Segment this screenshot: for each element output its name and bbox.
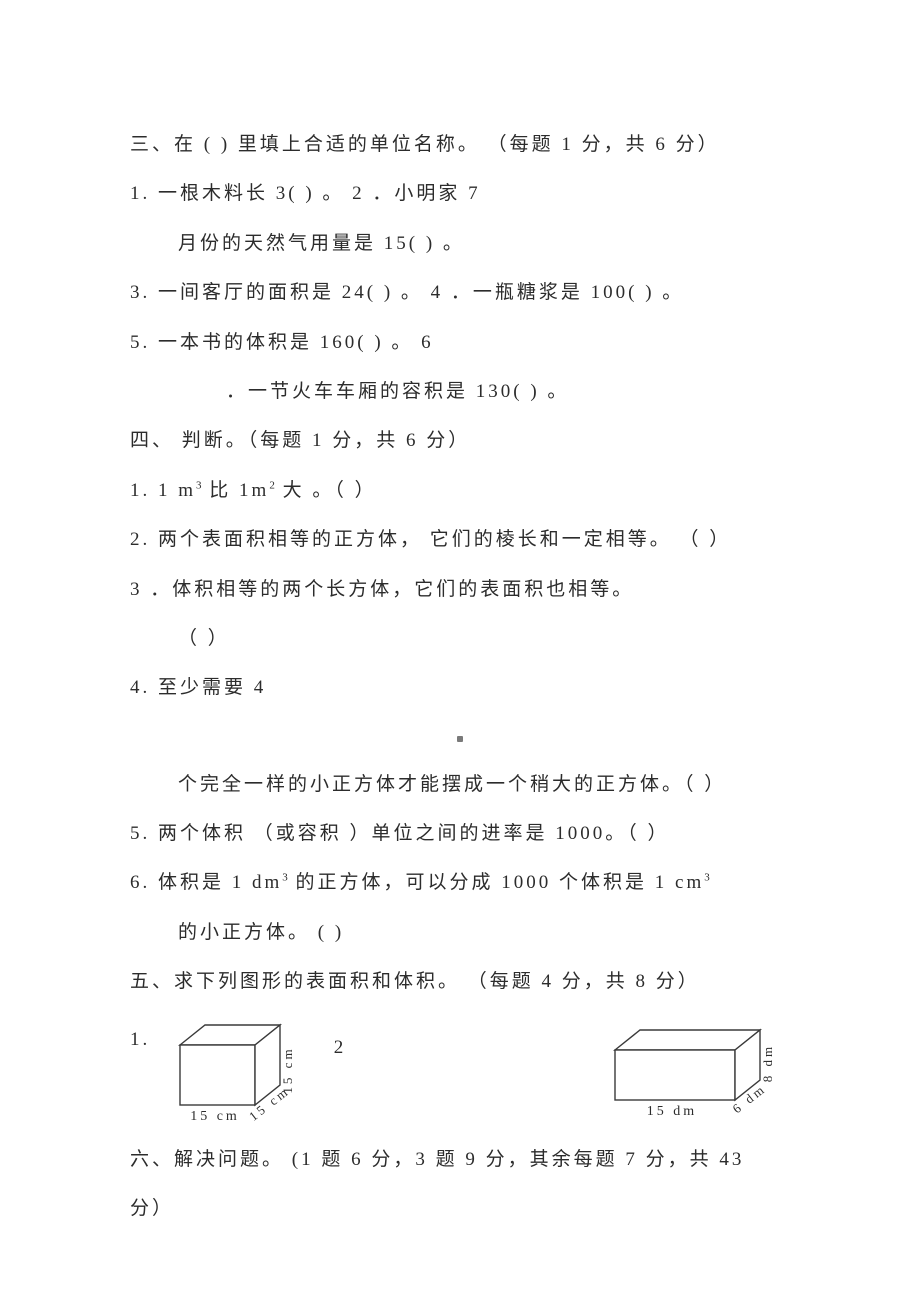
- s4-q1-mid: 比 1m: [202, 480, 270, 501]
- s3-q5-line2: ．一节火车车厢的容积是 130( ) 。: [130, 367, 790, 416]
- section-5-heading: 五、求下列图形的表面积和体积。 （每题 4 分，共 8 分）: [130, 957, 790, 1006]
- s3-q1-line2: 月份的天然气用量是 15( ) 。: [130, 219, 790, 268]
- s4-q4a: 4. 至少需要 4: [130, 663, 790, 712]
- s3-q5-line1: 5. 一本书的体积是 160( ) 。 6: [130, 318, 790, 367]
- s4-q4b: 个完全一样的小正方体才能摆成一个稍大的正方体。（ ）: [130, 760, 790, 809]
- s4-q1-post: 大 。（ ）: [275, 480, 377, 501]
- section-4-heading: 四、 判断。（每题 1 分，共 6 分）: [130, 416, 790, 465]
- section-6-heading-a: 六、解决问题。 (1 题 6 分，3 题 9 分，其余每题 7 分，共 43: [130, 1135, 790, 1184]
- s3-q3: 3. 一间客厅的面积是 24( ) 。 4 ．一瓶糖浆是 100( ) 。: [130, 268, 790, 317]
- center-dot: [130, 727, 790, 746]
- s4-q2: 2. 两个表面积相等的正方体， 它们的棱长和一定相等。 （ ）: [130, 515, 790, 564]
- sup-3c: 3: [704, 872, 710, 884]
- s4-q6: 6. 体积是 1 dm3 的正方体，可以分成 1000 个体积是 1 cm3: [130, 858, 790, 907]
- cube-figure: 15 cm 15 cm 15 cm: [160, 1015, 310, 1125]
- section-6-heading-b: 分）: [130, 1184, 790, 1233]
- s4-q3b: （ ）: [130, 614, 790, 663]
- s4-q1: 1. 1 m3 比 1m2 大 。（ ）: [130, 466, 790, 515]
- section-3-heading: 三、在 ( ) 里填上合适的单位名称。 （每题 1 分，共 6 分）: [130, 120, 790, 169]
- s4-q6b: 的小正方体。 ( ): [130, 908, 790, 957]
- svg-text:15 dm: 15 dm: [647, 1104, 697, 1119]
- svg-text:8 dm: 8 dm: [760, 1043, 775, 1081]
- s4-q1-pre: 1. 1 m: [130, 480, 196, 501]
- svg-text:15 cm: 15 cm: [190, 1109, 240, 1124]
- s4-q6-mid: 的正方体，可以分成 1000 个体积是 1 cm: [288, 872, 704, 893]
- s3-q1-line1: 1. 一根木料长 3( ) 。 2 ．小明家 7: [130, 169, 790, 218]
- fig-2-number: 2: [310, 1015, 370, 1072]
- s4-q3: 3 ．体积相等的两个长方体，它们的表面积也相等。: [130, 565, 790, 614]
- fig-1-number: 1.: [130, 1015, 160, 1064]
- s4-q5: 5. 两个体积 （或容积 ）单位之间的进率是 1000。（ ）: [130, 809, 790, 858]
- cuboid-figure: ． 8 dm 6 dm 15 dm: [600, 1015, 790, 1125]
- s4-q6-pre: 6. 体积是 1 dm: [130, 872, 282, 893]
